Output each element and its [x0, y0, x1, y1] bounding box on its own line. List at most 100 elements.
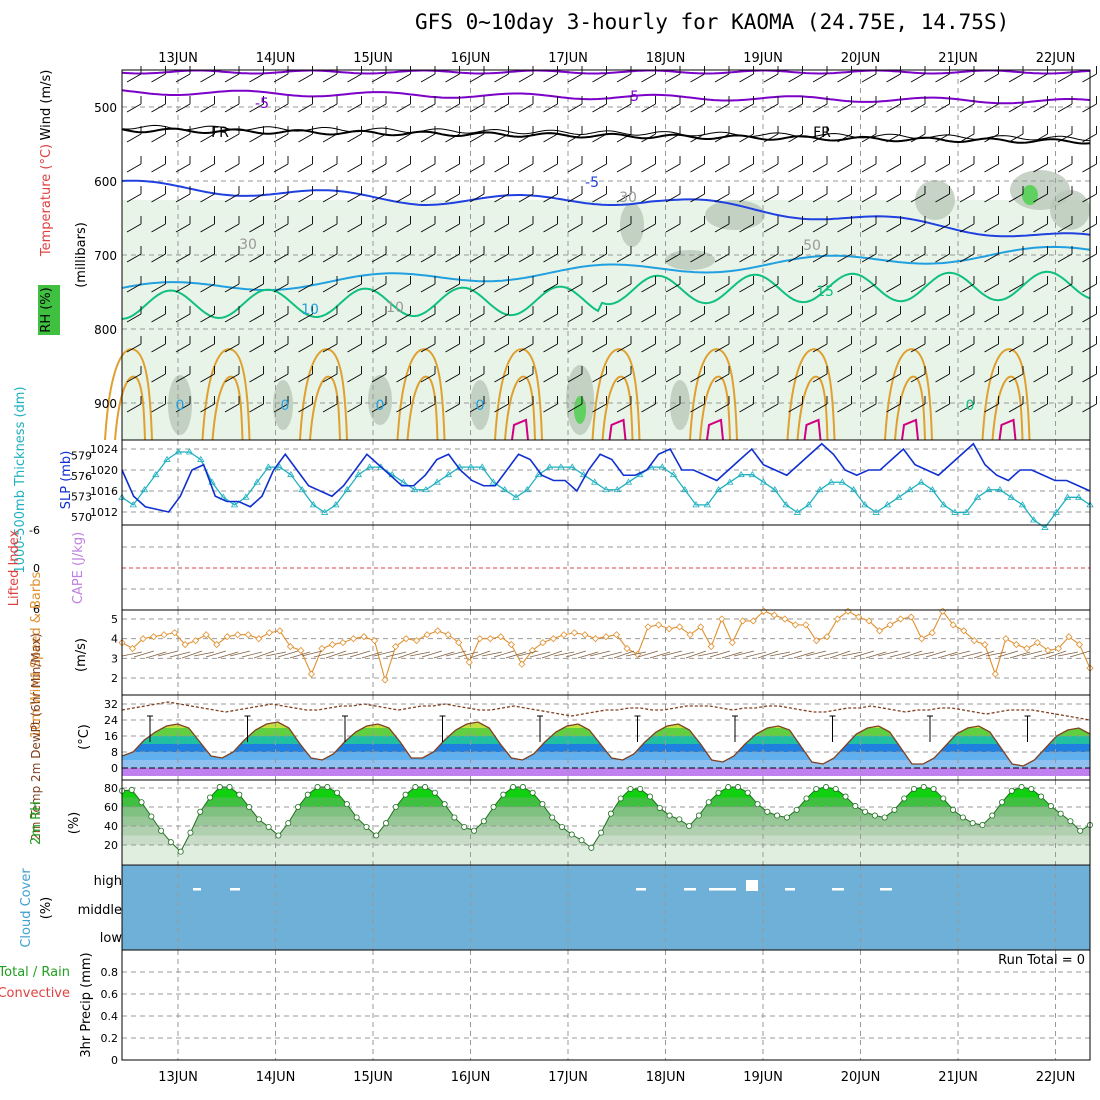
wind-barb [959, 223, 975, 233]
wind-barb [494, 133, 509, 143]
rh-marker [735, 784, 742, 791]
wind-barb [322, 223, 338, 233]
lifted-index-tick: 0 [33, 562, 40, 575]
contour-label: -5 [625, 89, 639, 105]
temp-contour-25 [601, 375, 634, 441]
wind-barb [249, 223, 264, 233]
thickness-marker [816, 486, 824, 493]
wind-speed-marker [602, 633, 610, 641]
wind-barb [494, 283, 509, 293]
wind-barb [616, 373, 632, 383]
wind-barb [445, 283, 460, 293]
wind-barb [739, 103, 754, 113]
wind-barb-10m [901, 650, 923, 659]
wind-speed-marker [528, 646, 536, 655]
contour-label: FR [211, 125, 229, 141]
relative-humidity-panel: 20 40 60 80 2m RH (%) [29, 779, 1094, 866]
wind-barb-10m [265, 651, 287, 657]
rh-marker [1047, 803, 1054, 810]
rh-marker [881, 814, 888, 821]
rh-marker [725, 784, 732, 791]
wind-barb [347, 193, 362, 203]
temp-band [122, 760, 1090, 768]
wind-barb [518, 223, 534, 233]
wind-barb [322, 373, 338, 383]
wind-barb-10m [589, 650, 611, 657]
wind-barb [371, 193, 387, 203]
wind-barb [910, 103, 926, 113]
temp-contour-20 [396, 348, 446, 441]
rh-marker [128, 786, 135, 793]
wind-barb [592, 313, 607, 323]
wind-barb [1008, 163, 1024, 173]
wind-barb [371, 373, 387, 383]
wind-barb [420, 313, 436, 323]
wind-barb [714, 253, 730, 263]
thickness-marker [1052, 508, 1060, 515]
wind-barb-10m [997, 650, 1019, 658]
wind-barb [175, 163, 191, 173]
wind-speed-marker [718, 615, 726, 623]
wind-barb [298, 403, 313, 413]
wind-barb-10m [409, 651, 431, 657]
rh-marker [343, 801, 350, 808]
wind-barb [200, 133, 215, 143]
wind-speed-marker [139, 635, 147, 643]
wind-barb [763, 103, 779, 113]
wind-barb [469, 313, 485, 323]
wind-barb [224, 253, 240, 263]
wind-barb [298, 343, 313, 353]
wind-axis-label: 10m Wind Speed & Barbs [29, 572, 44, 739]
wind-barb [445, 193, 460, 203]
wind-barb [567, 283, 583, 293]
high-cloud-mark [193, 888, 201, 891]
rh-marker [656, 804, 663, 811]
wind-barb [567, 163, 583, 173]
upper-air-panel: -5 -5 FR FR -5 10 15 30 30 50 10 0 0 0 0 0 500 600 700 800 9… [38, 66, 1097, 441]
slp-axis-label: SLP (mb) [59, 451, 74, 510]
wind-barb [494, 73, 509, 83]
wind-barb-10m [781, 650, 803, 658]
wind-barb [665, 103, 681, 113]
wind-barb [812, 103, 828, 113]
wind-barb [273, 73, 289, 83]
cloud-background [122, 865, 1090, 950]
high-cloud-mark [709, 888, 736, 891]
thickness-marker [838, 478, 847, 485]
wind-barb [1033, 373, 1048, 383]
wind-speed-marker [676, 623, 684, 631]
rh-marker [246, 804, 253, 811]
rh-marker [969, 820, 976, 827]
wind-speed-marker [560, 631, 568, 639]
wind-barb [200, 403, 215, 413]
wind-barb [959, 313, 975, 323]
wind-barb [763, 403, 779, 413]
contour-label: 0 [476, 398, 485, 414]
wind-barb [371, 223, 387, 233]
wind-barb-10m [289, 651, 311, 659]
rh-shade-blob [168, 375, 192, 435]
wind-barb [347, 403, 362, 413]
wind-barb [347, 163, 362, 173]
thickness-marker [275, 463, 284, 470]
wind-barb [910, 193, 926, 203]
wind-speed-marker [265, 629, 273, 637]
rh-marker [705, 799, 712, 806]
wind-barb [543, 193, 558, 203]
wind-barb [641, 343, 656, 353]
wind-barb [763, 373, 779, 383]
wind-barb [396, 103, 411, 113]
wind-barb [739, 193, 754, 203]
wind-barb [641, 73, 656, 83]
wind-barb-10m [337, 651, 359, 657]
wind-barb [1057, 253, 1073, 263]
wind-speed-marker [476, 635, 484, 643]
wind-barb [200, 223, 215, 233]
wind-barb [812, 73, 828, 83]
wind-barb-10m [481, 651, 503, 657]
wind-barb [1057, 373, 1073, 383]
wind-barb [837, 343, 852, 353]
contour-label: 0 [376, 398, 385, 414]
wind-barb [837, 133, 852, 143]
rh-marker [470, 827, 477, 834]
